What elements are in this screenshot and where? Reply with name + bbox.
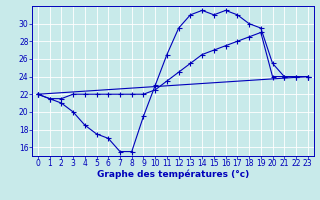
X-axis label: Graphe des températures (°c): Graphe des températures (°c) xyxy=(97,170,249,179)
